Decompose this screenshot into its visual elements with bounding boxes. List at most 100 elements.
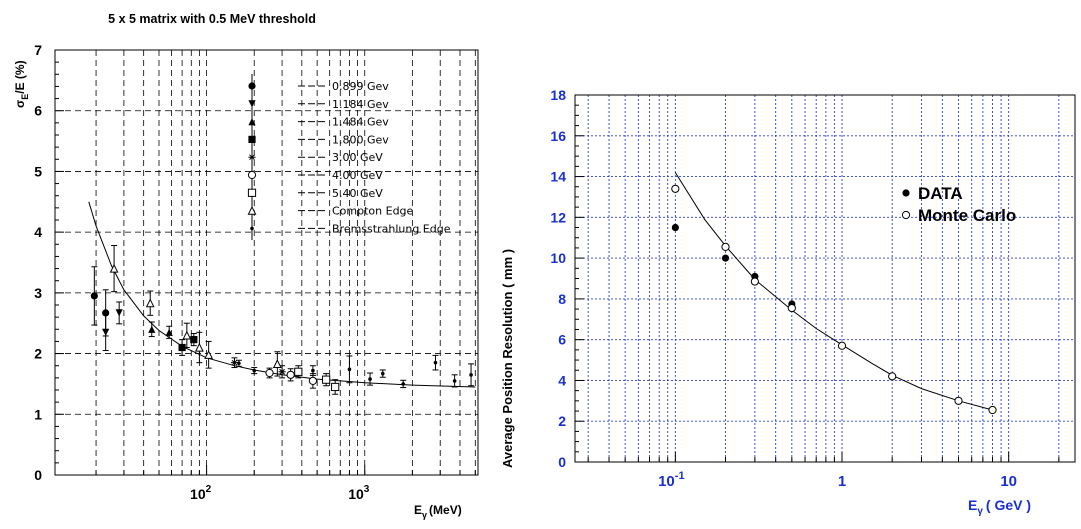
legend-label-3: 1.800 Gev <box>332 133 389 146</box>
left-data-point-s2 <box>165 328 173 336</box>
right-data-point-s1 <box>750 277 759 286</box>
left-data-point-s8 <box>401 382 405 386</box>
right-x-axis-label: Eγ( GeV ) <box>968 497 1031 517</box>
legend-marker-7 <box>247 205 257 215</box>
left-data-point-s8 <box>347 367 352 372</box>
legend-label-4: 3.00 GeV <box>332 151 383 164</box>
right-data-point-s1 <box>837 341 847 350</box>
right-y-tick-label: 10 <box>550 250 566 266</box>
legend-label-1: 1.184 Gev <box>332 98 389 111</box>
left-y-tick-label: 4 <box>34 224 42 240</box>
right-y-tick-label: 16 <box>550 128 566 144</box>
left-x-axis-label: Eγ (MeV) <box>414 503 462 520</box>
legend-label-6: 5.40 GeV <box>332 187 383 200</box>
right-y-tick-label: 14 <box>550 169 566 185</box>
left-data-points <box>90 245 475 395</box>
left-data-point-s8 <box>469 373 473 377</box>
left-data-point-s7 <box>145 298 155 308</box>
left-data-point-s7 <box>272 359 282 368</box>
right-legend-marker-0 <box>902 189 910 197</box>
left-legend: 0.899 Gev 1.184 Gev 1.484 Gev 1.800 Gev 3.00… <box>247 74 451 240</box>
left-data-point-s8 <box>252 368 257 373</box>
right-data-points <box>671 184 997 415</box>
left-data-point-s2 <box>148 325 156 333</box>
right-legend-label-1: Monte Carlo <box>918 206 1016 225</box>
left-data-point-s1 <box>115 309 123 317</box>
right-legend-label-0: DATA <box>918 184 963 203</box>
left-data-point-s8 <box>311 368 315 373</box>
left-data-point-s7 <box>194 342 204 352</box>
right-data-point-s1 <box>787 303 796 313</box>
legend-marker-8 <box>250 226 254 231</box>
legend-marker-3 <box>248 135 256 143</box>
left-data-point-s6 <box>331 382 340 392</box>
legend-label-8: Bremsstrahlung Edge <box>332 222 451 235</box>
right-x-tick-label: 10 <box>1000 473 1017 490</box>
left-chart: 5 x 5 matrix with 0.5 MeV threshold 0 1 2 3… <box>13 12 479 520</box>
legend-marker-6 <box>247 188 257 197</box>
right-x-tick-label: 1 <box>838 473 846 490</box>
right-legend-marker-1 <box>901 210 911 220</box>
right-x-tick-label: 10-1 <box>658 470 684 490</box>
legend-marker-1 <box>248 100 256 108</box>
legend-label-5: 4.00 GeV <box>332 169 383 182</box>
left-data-point-s7 <box>182 330 192 340</box>
legend-label-0: 0.899 Gev <box>332 80 389 93</box>
left-y-tick-label: 5 <box>34 163 42 179</box>
left-data-point-s5 <box>308 376 318 385</box>
left-data-point-s1 <box>102 328 110 336</box>
left-axis-ticks: 0 1 2 3 4 5 6 7 102 103 <box>34 42 476 502</box>
left-data-point-s4 <box>278 368 286 376</box>
left-data-point-s6 <box>322 375 331 384</box>
left-y-tick-label: 0 <box>34 467 42 483</box>
right-data-point-s1 <box>988 405 997 415</box>
right-data-point-s0 <box>721 254 730 262</box>
left-data-point-s5 <box>265 368 274 378</box>
right-grid <box>575 95 1075 462</box>
left-data-point-s8 <box>452 379 457 383</box>
right-data-point-s1 <box>671 184 680 193</box>
legend-label-2: 1.484 Gev <box>332 116 389 129</box>
left-data-point-s4 <box>230 359 239 367</box>
right-data-point-s1 <box>721 242 730 251</box>
left-y-tick-label: 1 <box>34 406 42 422</box>
left-y-tick-label: 7 <box>34 42 42 58</box>
left-y-tick-label: 3 <box>34 285 42 301</box>
legend-marker-4 <box>248 153 256 161</box>
left-data-point-s7 <box>204 350 214 359</box>
legend-label-7: Compton Edge <box>332 205 414 218</box>
right-y-tick-label: 18 <box>550 87 566 103</box>
legend-marker-2 <box>248 118 256 126</box>
right-y-tick-label: 12 <box>550 209 566 225</box>
right-plot-frame <box>574 94 1076 463</box>
right-fit-curve <box>674 172 993 411</box>
right-fit-line <box>674 172 993 411</box>
right-data-point-s1 <box>888 372 897 381</box>
legend-marker-0 <box>248 82 256 90</box>
left-data-point-s3 <box>178 343 186 352</box>
left-data-point-s0 <box>102 309 110 317</box>
left-data-point-s3 <box>190 336 198 344</box>
left-grid <box>55 50 478 475</box>
left-data-point-s8 <box>237 361 241 366</box>
left-data-point-s8 <box>380 371 385 376</box>
right-y-tick-label: 8 <box>558 291 566 307</box>
right-y-tick-label: 4 <box>558 372 566 388</box>
left-data-point-s5 <box>286 370 295 379</box>
left-data-point-s8 <box>368 377 372 381</box>
right-chart: 0 2 4 6 8 10 12 14 16 18 10-1 1 10 DATA Monte Carlo A… <box>500 87 1076 517</box>
right-legend: DATA Monte Carlo <box>901 184 1016 225</box>
right-y-tick-label: 2 <box>558 413 566 429</box>
left-y-tick-label: 2 <box>34 346 42 362</box>
right-y-tick-label: 0 <box>558 454 566 470</box>
left-data-point-s6 <box>294 367 303 376</box>
left-x-tick-label: 102 <box>190 484 212 502</box>
left-x-tick-label: 103 <box>348 484 370 502</box>
legend-marker-5 <box>247 170 257 180</box>
right-data-point-s1 <box>954 396 963 405</box>
left-plot-frame <box>54 49 479 476</box>
left-data-point-s0 <box>90 292 98 300</box>
right-y-axis-label: Average Position Resolution ( mm ) <box>500 249 515 468</box>
right-data-point-s0 <box>671 223 679 232</box>
